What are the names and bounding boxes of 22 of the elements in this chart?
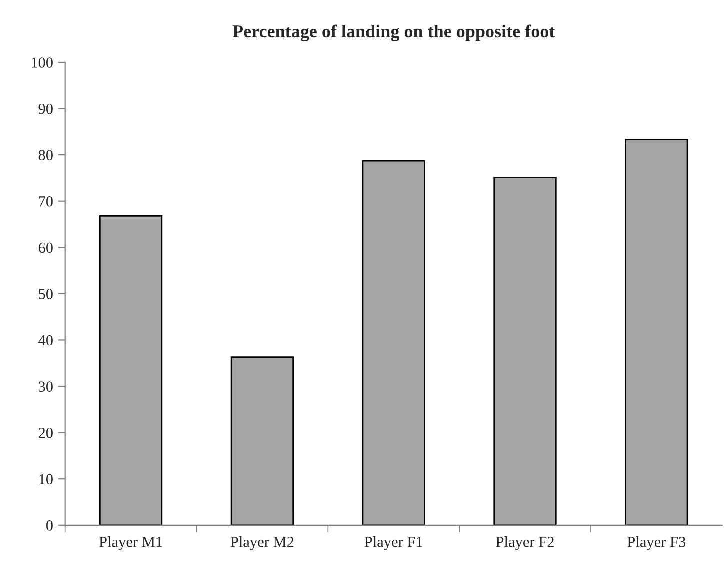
x-tick-label: Player M1 (99, 536, 162, 550)
bar (494, 177, 557, 526)
bar (625, 139, 688, 526)
y-tick-label: 10 (40, 474, 53, 485)
y-tick-label: 40 (38, 335, 53, 346)
x-tick-label: Player F3 (628, 536, 686, 550)
y-tick-label: 80 (38, 150, 53, 161)
x-tick-label: Player F2 (496, 536, 554, 550)
y-tick-label: 70 (39, 196, 53, 207)
y-tick-label: 90 (38, 104, 53, 114)
y-tick-label: 100 (32, 58, 53, 68)
y-tick-label: 0 (46, 520, 53, 531)
y-tick-label: 20 (38, 428, 53, 438)
bar (230, 356, 294, 526)
x-tick-label: Player M2 (230, 536, 294, 550)
y-tick-label: 30 (38, 382, 53, 392)
bar (362, 160, 426, 526)
x-tick-label: Player F1 (364, 536, 422, 550)
bar (99, 215, 163, 526)
y-tick-label: 60 (38, 242, 53, 254)
y-tick-label: 50 (39, 289, 53, 300)
chart-title: Percentage of landing on the opposite foot (232, 24, 556, 42)
